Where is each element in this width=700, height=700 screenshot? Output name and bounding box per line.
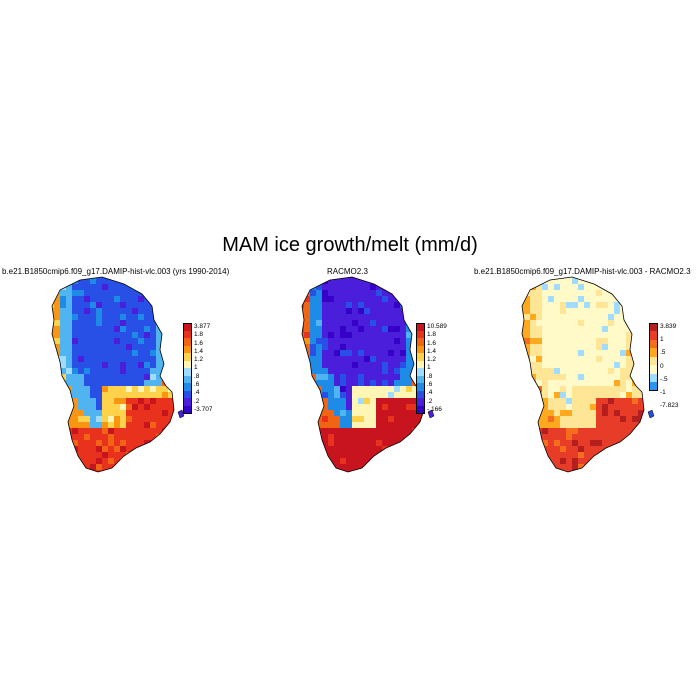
colorbar-label: -.166	[427, 405, 442, 413]
colorbar-label: 1.6	[194, 339, 204, 347]
colorbar-swatch	[416, 330, 425, 339]
colorbar-label: 10.589	[427, 323, 447, 330]
colorbar-label: -.5	[660, 375, 668, 383]
colorbar-label: .4	[194, 389, 200, 397]
colorbar-label: 1	[194, 364, 198, 372]
colorbar-swatch	[183, 406, 192, 414]
colorbar-label: 3.877	[194, 323, 211, 330]
colorbar-swatch	[649, 348, 658, 357]
colorbar-swatch	[416, 390, 425, 399]
colorbar-label: -7.823	[660, 402, 679, 410]
colorbar-label: 1.4	[427, 347, 437, 355]
coastline	[521, 276, 645, 473]
colorbar-swatch	[649, 382, 658, 391]
colorbar-label: .6	[194, 381, 200, 389]
island	[647, 409, 655, 419]
panel-3-title: b.e21.B1850cmip6.f09_g17.DAMIP-hist-vlc.…	[474, 267, 691, 276]
panel-2-colorbar	[416, 323, 425, 414]
colorbar-swatch	[416, 375, 425, 384]
colorbar-swatch	[416, 345, 425, 354]
colorbar-swatch	[183, 353, 192, 361]
panel-1-map	[51, 276, 185, 473]
colorbar-label: .6	[427, 381, 433, 389]
colorbar-swatch	[183, 375, 192, 384]
panel-3-colorbar-labels: 3.839 1 .5 0 -.5 -1 -7.823	[660, 323, 678, 415]
colorbar-swatch	[649, 339, 658, 349]
colorbar-label: 3.839	[660, 323, 677, 330]
colorbar-label: .2	[194, 397, 200, 405]
colorbar-swatch	[183, 330, 192, 339]
colorbar-swatch	[416, 383, 425, 391]
map-cells	[52, 277, 174, 472]
colorbar-label: .2	[427, 397, 433, 405]
colorbar-swatch	[183, 360, 192, 369]
colorbar-swatch	[649, 331, 658, 340]
map-cells	[302, 277, 424, 472]
panel-3-colorbar	[649, 323, 658, 391]
colorbar-swatch	[416, 353, 425, 361]
colorbar-swatch	[649, 365, 658, 374]
colorbar-swatch	[183, 383, 192, 391]
colorbar-label: 1.4	[194, 347, 204, 355]
colorbar-swatch	[183, 338, 192, 346]
colorbar-label: .8	[427, 372, 433, 380]
figure-title: MAM ice growth/melt (mm/d)	[222, 234, 478, 256]
colorbar-label: 1	[660, 336, 664, 344]
colorbar-label: 1.2	[427, 356, 437, 364]
colorbar-swatch	[416, 360, 425, 369]
colorbar-swatch	[183, 323, 192, 331]
colorbar-label: .5	[660, 349, 666, 357]
coastline	[51, 276, 175, 473]
colorbar-swatch	[416, 368, 425, 376]
colorbar-label: -1	[660, 388, 666, 396]
colorbar-label: 1.8	[427, 331, 437, 339]
colorbar-swatch	[183, 398, 192, 407]
panel-2-title: RACMO2.3	[327, 267, 368, 276]
colorbar-swatch	[183, 368, 192, 376]
island	[177, 409, 185, 419]
panel-1-colorbar-labels: 3.877 1.8 1.6 1.4 1.2 1.8.6.4.2 -3.707	[194, 323, 212, 414]
colorbar-swatch	[649, 356, 658, 366]
colorbar-label: 1.6	[427, 339, 437, 347]
colorbar-swatch	[416, 338, 425, 346]
island	[427, 409, 435, 419]
colorbar-swatch	[183, 345, 192, 354]
panel-2-colorbar-labels: 10.589 1.8 1.6 1.4 1.2 1.8.6.4.2 -.166	[427, 323, 447, 414]
map-cells	[522, 277, 644, 472]
colorbar-swatch	[183, 390, 192, 399]
colorbar-swatch	[649, 323, 658, 332]
colorbar-label: 1.2	[194, 356, 204, 364]
colorbar-label: 1.8	[194, 331, 204, 339]
colorbar-label: .4	[427, 389, 433, 397]
colorbar-swatch	[416, 406, 425, 414]
colorbar-swatch	[649, 373, 658, 383]
colorbar-label: 0	[660, 362, 664, 370]
panel-1-title: b.e21.B1850cmip6.f09_g17.DAMIP-hist-vlc.…	[2, 267, 230, 276]
panel-1-colorbar	[183, 323, 192, 414]
colorbar-label: -3.707	[194, 405, 213, 413]
panel-3-map	[521, 276, 655, 473]
colorbar-label: 1	[427, 364, 431, 372]
colorbar-swatch	[416, 323, 425, 331]
coastline	[301, 276, 425, 473]
colorbar-label: .8	[194, 372, 200, 380]
colorbar-swatch	[416, 398, 425, 407]
